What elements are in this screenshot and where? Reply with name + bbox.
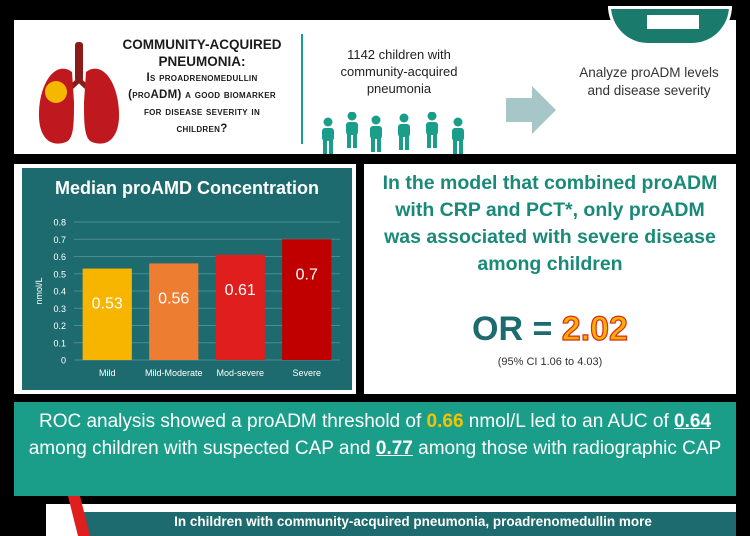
roc-threshold: 0.66 (426, 411, 464, 432)
x-tick-label: Mild-Moderate (145, 368, 203, 378)
y-tick-label: 0.2 (53, 321, 66, 331)
y-tick-label: 0.3 (53, 304, 66, 314)
odds-ratio-label: OR = (472, 310, 562, 348)
people-group-icon (322, 112, 464, 154)
cohort-text: 1142 children with community-acquired pn… (340, 47, 458, 96)
confidence-interval: (95% CI 1.06 to 4.03) (497, 356, 603, 368)
roc-panel: ROC analysis showed a proADM threshold o… (14, 402, 736, 496)
study-overview-panel: COMMUNITY-ACQUIRED PNEUMONIA: Is proadre… (14, 6, 736, 154)
chart-title: Median proAMD Concentration (55, 178, 319, 198)
bar-severe (282, 239, 332, 360)
y-tick-label: 0.5 (53, 269, 66, 279)
research-question: COMMUNITY-ACQUIRED PNEUMONIA: Is proadre… (118, 36, 286, 138)
roc-part4: among those with radiographic CAP (412, 438, 722, 459)
roc-part1: ROC analysis showed a proADM threshold o… (38, 411, 427, 432)
y-axis-label: nmol/L (34, 277, 44, 304)
chart-panel: Median proAMD Concentration 0 0.1 0.2 0.3 0.… (14, 164, 356, 394)
y-tick-label: 0.8 (53, 218, 66, 228)
question-body: Is proadrenomedullin (proADM) a good bio… (128, 72, 276, 135)
y-tick-label: 0.7 (53, 235, 66, 245)
x-tick-label: Mild (99, 368, 116, 378)
bar-mild (82, 268, 132, 360)
y-tick-label: 0.1 (53, 338, 66, 348)
question-title: COMMUNITY-ACQUIRED PNEUMONIA: (122, 37, 282, 69)
journal-logo-icon (608, 6, 732, 46)
data-label: 0.56 (158, 290, 189, 307)
red-alert-mark-icon (68, 496, 90, 536)
bar-mild-moderate (149, 263, 199, 360)
y-tick-label: 0.6 (53, 252, 66, 262)
odds-ratio-value: 2.02 (561, 309, 628, 348)
roc-part2: nmol/L led to an AUC of (463, 411, 675, 432)
y-tick-label: 0.4 (53, 287, 66, 297)
analyze-text: Analyze proADM levels and disease severi… (579, 65, 719, 98)
roc-text: ROC analysis showed a proADM threshold o… (24, 408, 726, 462)
data-label: 0.53 (92, 296, 123, 313)
model-statement: In the model that combined proADM with C… (382, 172, 718, 275)
model-panel: In the model that combined proADM with C… (364, 164, 736, 394)
divider (301, 34, 303, 144)
conclusion-text: In children with community-acquired pneu… (174, 514, 652, 529)
y-tick-label: 0 (61, 356, 66, 366)
odds-ratio: OR = 2.02 (364, 309, 736, 349)
data-label: 0.61 (225, 282, 256, 299)
conclusion-panel: In children with community-acquired pneu… (46, 504, 736, 536)
bar-chart: 0 0.1 0.2 0.3 0.4 0.5 0.6 0.7 0.8 nmol/L 0.53 Mild 0… (34, 218, 340, 378)
roc-auc-suspected: 0.64 (674, 411, 712, 432)
arrow-right-icon (506, 86, 556, 134)
x-tick-label: Severe (292, 368, 321, 378)
data-label: 0.7 (296, 266, 318, 283)
chart-box: Median proAMD Concentration 0 0.1 0.2 0.3 0.… (22, 168, 352, 390)
bar-mod-severe (215, 254, 265, 360)
x-tick-label: Mod-severe (216, 368, 264, 378)
roc-part3: among children with suspected CAP and (28, 438, 376, 459)
roc-auc-radiographic: 0.77 (375, 438, 413, 459)
lungs-icon (38, 42, 120, 144)
